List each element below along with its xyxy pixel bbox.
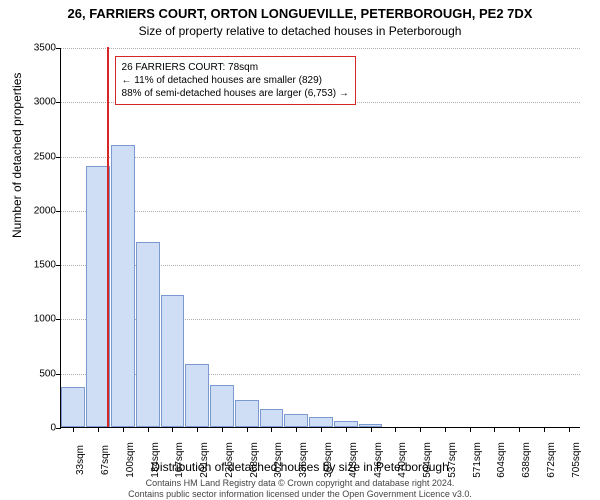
y-tick <box>56 157 61 158</box>
x-tick <box>296 427 297 432</box>
x-tick-label: 134sqm <box>150 442 161 478</box>
x-tick <box>519 427 520 432</box>
marker-line <box>107 47 109 427</box>
y-axis-label: Number of detached properties <box>10 73 24 238</box>
histogram-bar <box>161 295 185 427</box>
x-tick <box>371 427 372 432</box>
x-tick <box>197 427 198 432</box>
y-tick-label: 3500 <box>34 43 56 54</box>
x-tick-label: 638sqm <box>521 442 532 478</box>
x-tick-label: 672sqm <box>546 442 557 478</box>
histogram-bar <box>309 417 333 427</box>
x-tick-label: 604sqm <box>496 442 507 478</box>
histogram-bar <box>111 145 135 427</box>
histogram-bar <box>210 385 234 427</box>
y-tick <box>56 48 61 49</box>
x-tick <box>172 427 173 432</box>
chart-container: 26, FARRIERS COURT, ORTON LONGUEVILLE, P… <box>0 0 600 500</box>
x-tick-label: 336sqm <box>298 442 309 478</box>
x-tick-label: 403sqm <box>348 442 359 478</box>
y-tick-label: 3000 <box>34 97 56 108</box>
y-tick <box>56 211 61 212</box>
y-tick <box>56 265 61 266</box>
histogram-bar <box>136 242 160 427</box>
x-tick <box>395 427 396 432</box>
x-tick-label: 504sqm <box>422 442 433 478</box>
x-tick <box>123 427 124 432</box>
y-tick <box>56 102 61 103</box>
chart-title-sub: Size of property relative to detached ho… <box>0 24 600 38</box>
x-tick-label: 67sqm <box>100 445 111 475</box>
x-tick <box>247 427 248 432</box>
histogram-bar <box>284 414 308 427</box>
gridline <box>61 157 580 158</box>
x-tick <box>321 427 322 432</box>
footer-line-1: Contains HM Land Registry data © Crown c… <box>0 478 600 489</box>
y-tick <box>56 428 61 429</box>
footer: Contains HM Land Registry data © Crown c… <box>0 478 600 500</box>
y-tick <box>56 374 61 375</box>
info-box: 26 FARRIERS COURT: 78sqm ← 11% of detach… <box>115 56 356 105</box>
x-tick <box>346 427 347 432</box>
x-tick-label: 235sqm <box>224 442 235 478</box>
y-tick-label: 1500 <box>34 260 56 271</box>
x-tick <box>494 427 495 432</box>
histogram-bar <box>235 400 259 427</box>
histogram-bar <box>185 364 209 427</box>
histogram-bar <box>260 409 284 427</box>
x-tick-label: 705sqm <box>571 442 582 478</box>
gridline <box>61 48 580 49</box>
y-tick <box>56 319 61 320</box>
x-tick-label: 268sqm <box>249 442 260 478</box>
x-tick <box>73 427 74 432</box>
histogram-bar <box>61 387 85 427</box>
x-tick <box>222 427 223 432</box>
x-tick-label: 167sqm <box>174 442 185 478</box>
gridline <box>61 211 580 212</box>
chart-title-main: 26, FARRIERS COURT, ORTON LONGUEVILLE, P… <box>0 6 600 21</box>
y-tick-label: 1000 <box>34 314 56 325</box>
x-tick <box>148 427 149 432</box>
x-tick <box>420 427 421 432</box>
x-tick-label: 369sqm <box>323 442 334 478</box>
y-tick-label: 2000 <box>34 205 56 216</box>
x-tick <box>445 427 446 432</box>
x-tick-label: 537sqm <box>447 442 458 478</box>
info-line-1: 26 FARRIERS COURT: 78sqm <box>122 61 349 74</box>
x-tick <box>569 427 570 432</box>
x-tick-label: 33sqm <box>75 445 86 475</box>
plot-area: 26 FARRIERS COURT: 78sqm ← 11% of detach… <box>60 48 580 428</box>
info-line-2: ← 11% of detached houses are smaller (82… <box>122 74 349 87</box>
x-tick <box>271 427 272 432</box>
x-tick-label: 436sqm <box>373 442 384 478</box>
x-tick <box>470 427 471 432</box>
info-line-3: 88% of semi-detached houses are larger (… <box>122 87 349 100</box>
x-tick-label: 302sqm <box>273 442 284 478</box>
x-tick-label: 201sqm <box>199 442 210 478</box>
y-tick-label: 500 <box>39 368 56 379</box>
x-tick <box>544 427 545 432</box>
footer-line-2: Contains public sector information licen… <box>0 489 600 500</box>
x-tick-label: 470sqm <box>397 442 408 478</box>
y-tick-label: 0 <box>50 423 56 434</box>
x-tick-label: 571sqm <box>472 442 483 478</box>
x-tick-label: 100sqm <box>125 442 136 478</box>
y-tick-label: 2500 <box>34 151 56 162</box>
x-tick <box>98 427 99 432</box>
